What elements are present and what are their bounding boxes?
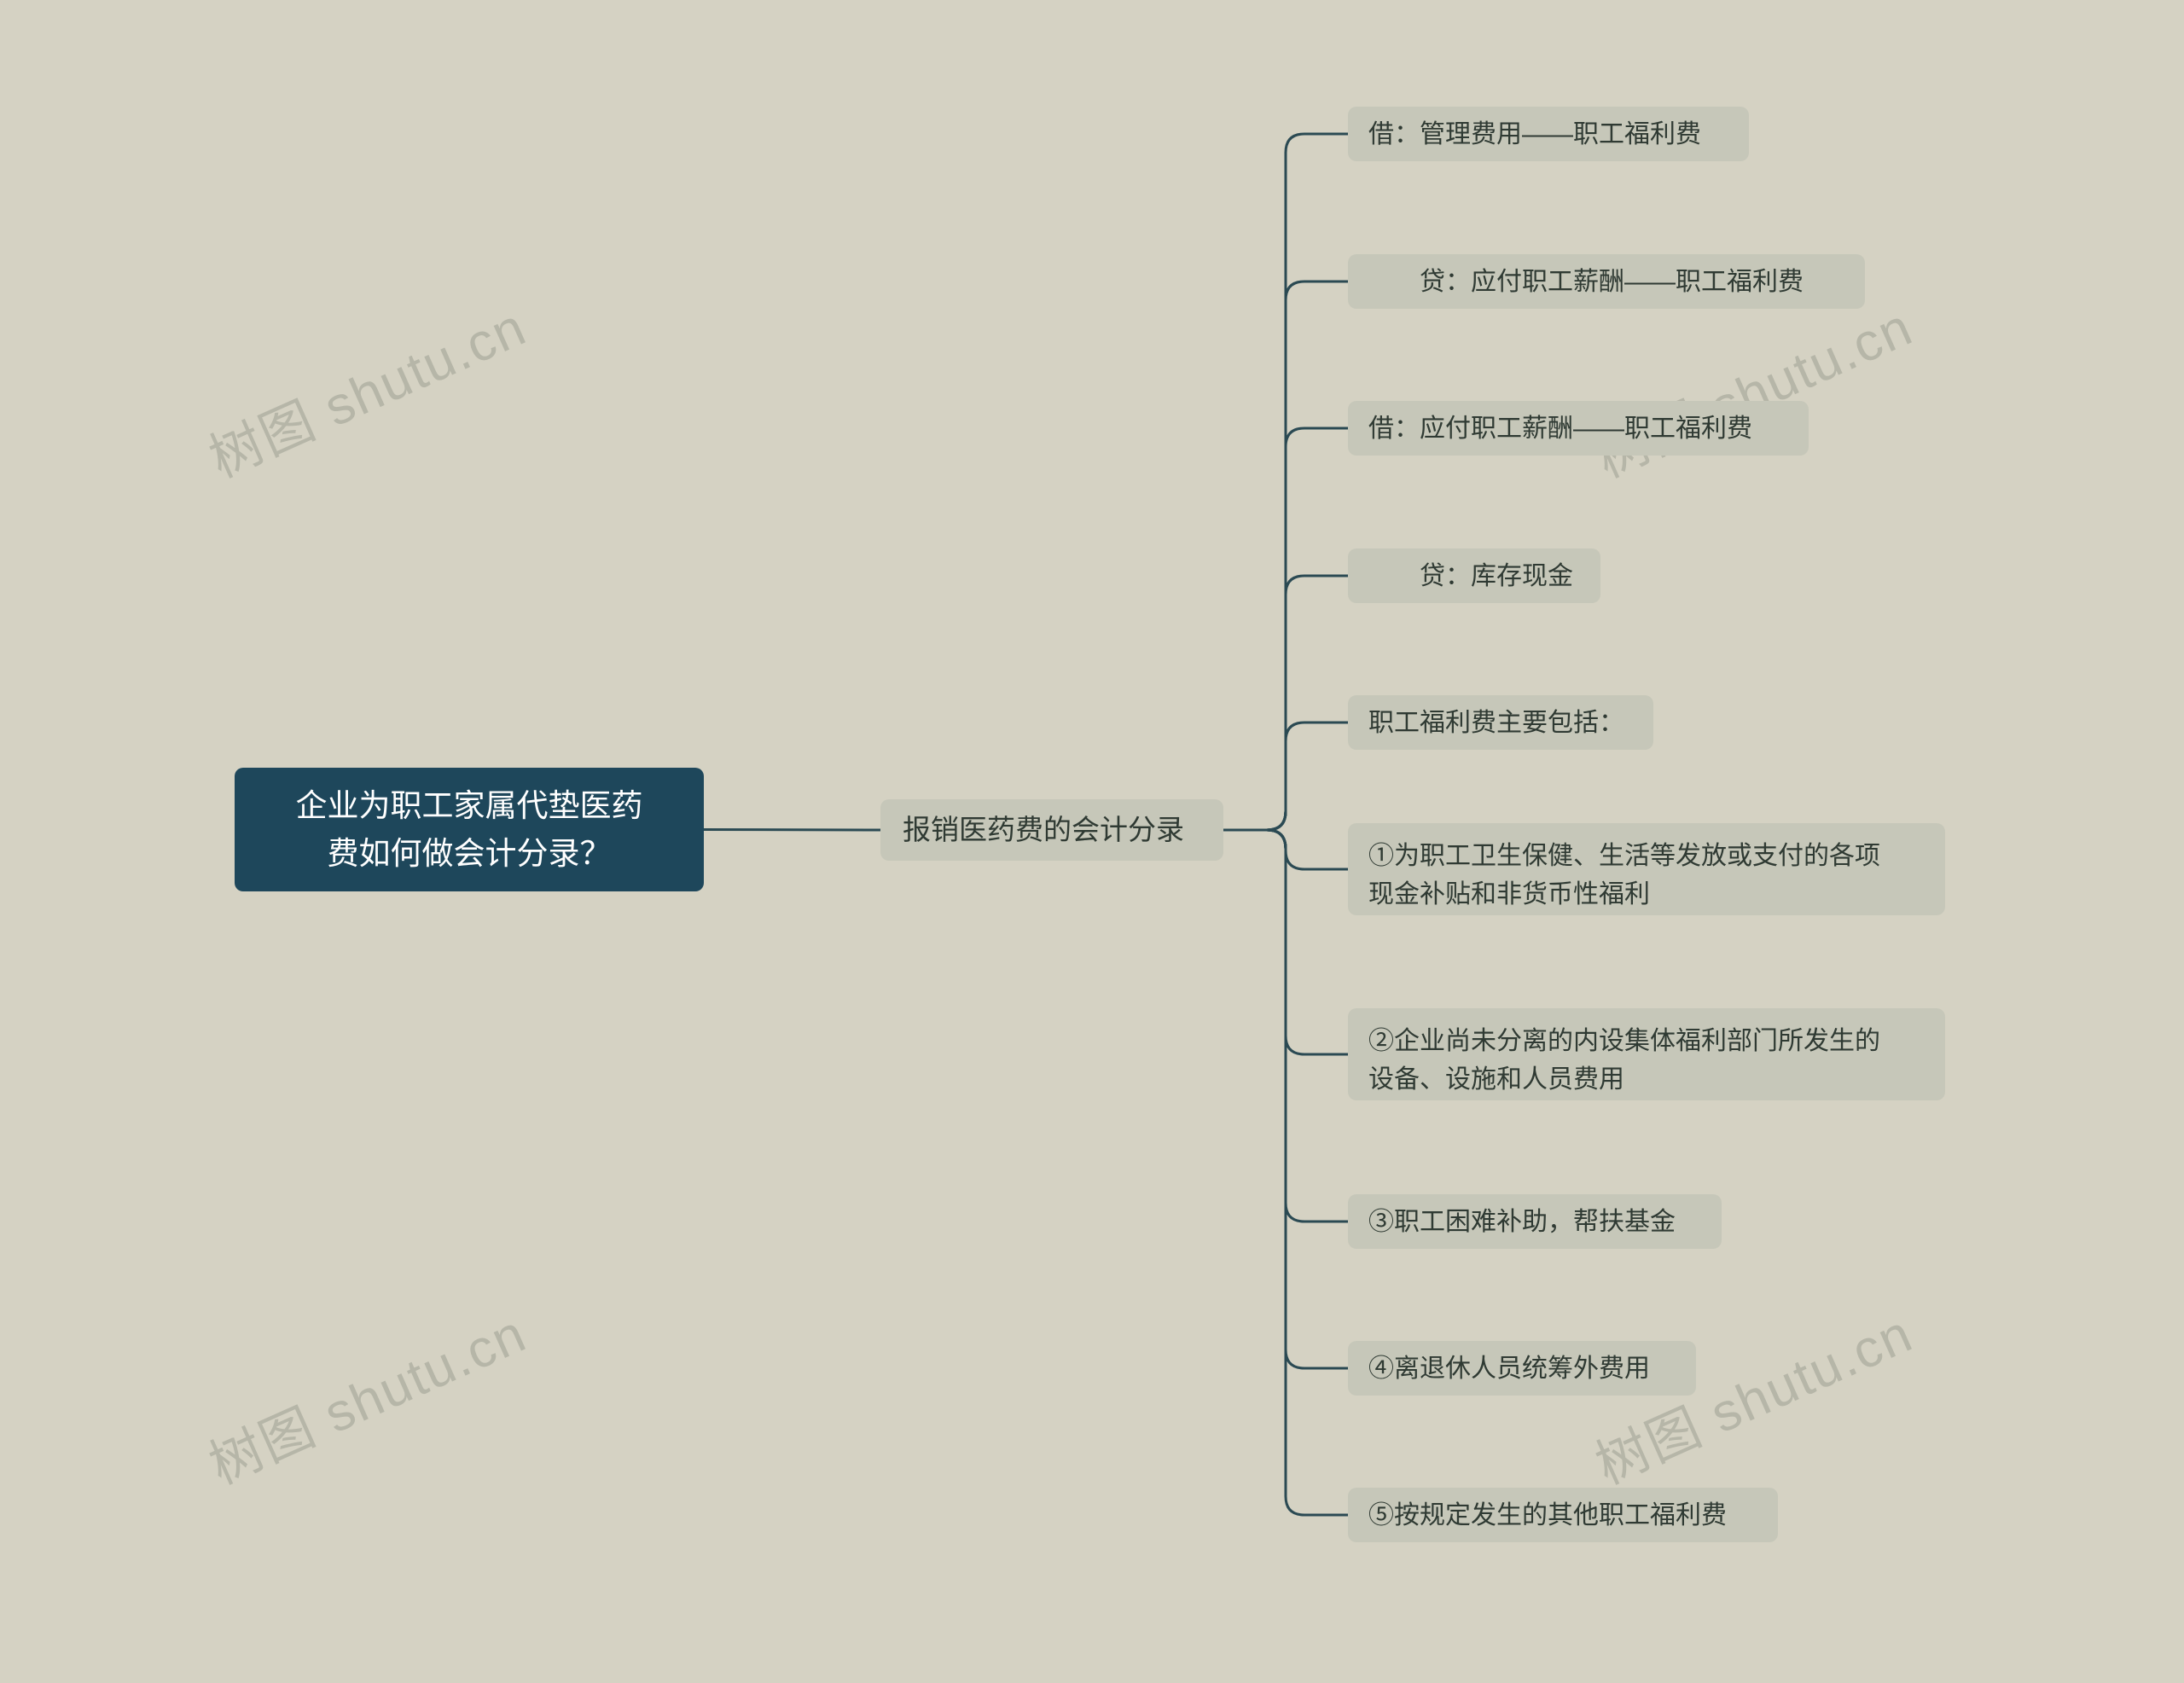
leaf-node-5[interactable]: ①为职工卫生保健、生活等发放或支付的各项 现金补贴和非货币性福利 [1348,823,1945,915]
leaf-node-1[interactable]: 贷：应付职工薪酬——职工福利费 [1348,254,1865,309]
leaf-label: 借：应付职工薪酬——职工福利费 [1368,409,1752,448]
mid-node[interactable]: 报销医药费的会计分录 [880,799,1223,861]
leaf-line1: ②企业尚未分离的内设集体福利部门所发生的 [1368,1022,1880,1060]
mid-label: 报销医药费的会计分录 [903,809,1184,851]
leaf-node-2[interactable]: 借：应付职工薪酬——职工福利费 [1348,401,1809,456]
leaf-line2: 设备、设施和人员费用 [1368,1060,1624,1099]
watermark: 树图 shutu.cn [195,1291,537,1499]
mindmap-canvas: 树图 shutu.cn 树图 shutu.cn 树图 shutu.cn 树图 s… [0,0,2184,1683]
leaf-label: ③职工困难补助，帮扶基金 [1368,1203,1676,1241]
leaf-node-7[interactable]: ③职工困难补助，帮扶基金 [1348,1194,1722,1249]
root-line1: 企业为职工家属代垫医药 [296,782,643,830]
leaf-line2: 现金补贴和非货币性福利 [1368,875,1650,914]
watermark: 树图 shutu.cn [195,284,537,492]
leaf-node-0[interactable]: 借：管理费用——职工福利费 [1348,107,1749,161]
leaf-line1: ①为职工卫生保健、生活等发放或支付的各项 [1368,837,1880,875]
watermark: 树图 shutu.cn [1582,284,1923,492]
leaf-node-4[interactable]: 职工福利费主要包括： [1348,695,1653,750]
leaf-node-9[interactable]: ⑤按规定发生的其他职工福利费 [1348,1488,1778,1542]
leaf-label: 职工福利费主要包括： [1368,704,1624,742]
leaf-node-6[interactable]: ②企业尚未分离的内设集体福利部门所发生的 设备、设施和人员费用 [1348,1008,1945,1100]
leaf-label: ⑤按规定发生的其他职工福利费 [1368,1496,1727,1535]
leaf-label: 贷：库存现金 [1368,557,1573,595]
leaf-label: 贷：应付职工薪酬——职工福利费 [1368,263,1804,301]
leaf-label: ④离退休人员统筹外费用 [1368,1349,1650,1388]
root-node[interactable]: 企业为职工家属代垫医药 费如何做会计分录？ [235,768,704,891]
leaf-label: 借：管理费用——职工福利费 [1368,115,1701,154]
leaf-node-3[interactable]: 贷：库存现金 [1348,548,1600,603]
root-line2: 费如何做会计分录？ [328,830,612,878]
leaf-node-8[interactable]: ④离退休人员统筹外费用 [1348,1341,1696,1396]
